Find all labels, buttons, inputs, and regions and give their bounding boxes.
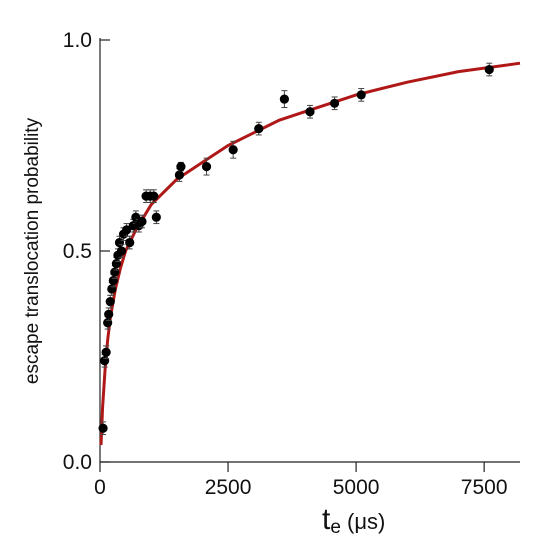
data-point [201, 157, 212, 176]
data-point-marker [101, 347, 111, 357]
data-points [98, 62, 494, 436]
y-tick-label: 1.0 [63, 29, 92, 52]
data-point-marker [149, 191, 159, 201]
data-point [176, 161, 186, 172]
data-point-marker [107, 284, 117, 294]
data-point [149, 189, 159, 203]
data-point-marker [176, 162, 186, 172]
data-point [305, 104, 315, 119]
y-tick-label: 0.5 [63, 240, 92, 263]
data-point [137, 214, 147, 229]
data-point-marker [305, 107, 315, 117]
data-point [104, 307, 114, 322]
data-point-marker [116, 246, 127, 256]
data-point-marker [356, 90, 366, 100]
data-point-marker [104, 309, 114, 319]
data-point [98, 421, 108, 436]
data-point-marker [484, 64, 494, 75]
data-point-marker [111, 259, 121, 269]
data-point-marker [110, 267, 120, 277]
x-axis-title: te (μs) [322, 503, 385, 538]
data-point [484, 62, 494, 77]
data-point-marker [151, 212, 161, 222]
data-point-marker [254, 124, 264, 134]
x-axis-title-subscript: e [330, 517, 341, 538]
data-point-marker [103, 318, 113, 328]
x-tick-label: 5000 [333, 476, 380, 499]
data-point-marker [98, 423, 108, 433]
y-tick-label: 0.0 [63, 451, 92, 474]
data-point [329, 96, 340, 111]
data-point-marker [279, 94, 289, 104]
data-point-marker [100, 356, 110, 366]
x-axis-title-main: t [322, 503, 331, 536]
data-point [151, 210, 161, 225]
axes [99, 38, 520, 463]
data-point-marker [125, 237, 135, 248]
data-point-marker [137, 216, 147, 227]
data-point-marker [201, 162, 212, 172]
data-point [125, 235, 135, 250]
y-ticks: 0.0 0.5 1.0 [63, 29, 110, 474]
data-point-marker [329, 98, 340, 108]
data-point-marker [114, 237, 125, 248]
x-axis-title-unit: (μs) [341, 509, 385, 534]
x-tick-label: 2500 [205, 476, 252, 499]
y-axis-title: escape translocation probability [22, 117, 43, 384]
fit-curve-line [99, 61, 521, 446]
data-point-marker [122, 225, 132, 235]
data-point [116, 244, 127, 258]
data-point [254, 121, 264, 136]
x-ticks: 0 2500 5000 7500 [94, 462, 508, 499]
data-point-marker [105, 297, 115, 307]
data-point [279, 90, 289, 109]
data-point-marker [108, 275, 118, 286]
x-tick-label: 7500 [461, 476, 508, 499]
data-point-marker [228, 145, 238, 155]
data-point [356, 88, 366, 102]
x-tick-label: 0 [94, 476, 106, 499]
data-point [228, 140, 238, 159]
data-point [101, 345, 111, 360]
data-point-marker [174, 170, 184, 180]
